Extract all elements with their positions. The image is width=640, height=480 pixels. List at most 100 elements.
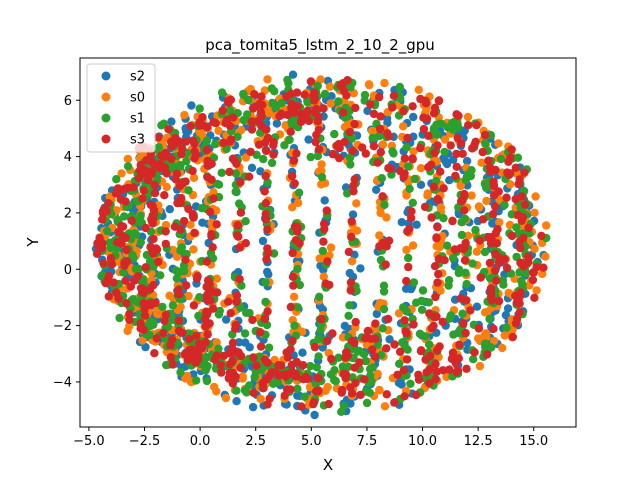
scatter-point	[369, 142, 379, 151]
scatter-point	[174, 316, 183, 325]
scatter-point	[261, 209, 270, 219]
scatter-point	[480, 339, 490, 349]
scatter-point	[194, 311, 203, 321]
scatter-point	[477, 158, 486, 167]
scatter-point	[403, 133, 412, 143]
scatter-point	[429, 182, 438, 192]
scatter-point	[489, 336, 499, 346]
scatter-point	[314, 352, 323, 361]
scatter-point	[225, 360, 235, 369]
scatter-point	[424, 163, 433, 172]
scatter-point	[461, 328, 470, 338]
scatter-point	[154, 143, 164, 152]
scatter-point	[288, 248, 297, 258]
scatter-point	[263, 75, 272, 84]
scatter-point	[182, 156, 191, 166]
scatter-point	[409, 278, 419, 287]
scatter-point	[224, 297, 233, 306]
scatter-point	[485, 314, 494, 324]
scatter-point	[346, 286, 355, 295]
scatter-point	[452, 368, 461, 377]
scatter-point	[467, 191, 476, 200]
scatter-point	[177, 150, 186, 159]
scatter-point	[512, 223, 521, 232]
scatter-point	[379, 281, 389, 290]
scatter-point	[310, 410, 319, 420]
scatter-point	[320, 89, 330, 99]
scatter-point	[115, 313, 124, 323]
scatter-point	[420, 202, 430, 212]
scatter-point	[325, 82, 335, 91]
scatter-point	[227, 344, 237, 353]
scatter-point	[282, 385, 292, 394]
scatter-point	[440, 147, 449, 157]
scatter-point	[134, 174, 144, 183]
scatter-point	[432, 367, 441, 376]
scatter-point	[395, 347, 405, 356]
scatter-point	[128, 250, 137, 260]
scatter-point	[376, 112, 385, 121]
scatter-point	[167, 141, 177, 151]
scatter-point	[93, 239, 102, 248]
scatter-point	[104, 271, 114, 281]
scatter-point	[123, 257, 132, 266]
chart-title: pca_tomita5_lstm_2_10_2_gpu	[205, 36, 435, 55]
scatter-point	[205, 319, 214, 328]
scatter-point	[421, 355, 430, 364]
scatter-point	[191, 358, 200, 367]
scatter-point	[346, 278, 356, 287]
scatter-point	[273, 370, 283, 379]
scatter-point	[474, 324, 484, 333]
scatter-point	[360, 375, 369, 384]
scatter-point	[395, 359, 404, 368]
scatter-point	[211, 140, 220, 149]
scatter-point	[218, 106, 227, 115]
scatter-point	[371, 334, 380, 343]
scatter-point	[369, 109, 379, 119]
scatter-point	[502, 263, 512, 273]
scatter-point	[486, 131, 496, 140]
scatter-point	[304, 135, 313, 144]
scatter-point	[186, 220, 195, 229]
scatter-point	[372, 309, 381, 319]
scatter-point	[319, 104, 328, 113]
scatter-point	[184, 291, 193, 301]
scatter-point	[338, 362, 347, 371]
scatter-point	[383, 314, 393, 324]
scatter-point	[188, 212, 198, 222]
scatter-point	[304, 116, 314, 126]
scatter-point	[314, 387, 323, 396]
scatter-point	[269, 150, 278, 159]
scatter-point	[444, 281, 453, 290]
scatter-point	[362, 340, 371, 349]
scatter-point	[448, 253, 458, 263]
scatter-point	[504, 288, 513, 298]
scatter-point	[478, 147, 487, 157]
scatter-point	[330, 129, 339, 139]
y-tick-label: 2	[64, 206, 72, 221]
y-tick-label: 0	[64, 263, 72, 278]
scatter-point	[181, 177, 190, 186]
scatter-point	[503, 304, 513, 313]
scatter-point	[141, 223, 150, 233]
scatter-point	[524, 223, 533, 233]
scatter-point	[403, 162, 413, 171]
scatter-point	[223, 96, 232, 106]
scatter-point	[494, 139, 503, 148]
scatter-point	[494, 258, 504, 268]
scatter-point	[288, 272, 298, 281]
legend-label: s3	[130, 133, 145, 148]
scatter-point	[198, 218, 207, 227]
scatter-point	[295, 239, 304, 248]
scatter-point	[231, 320, 241, 330]
scatter-point	[261, 278, 270, 287]
scatter-point	[468, 259, 477, 268]
scatter-point	[483, 307, 492, 317]
scatter-point	[402, 307, 411, 316]
scatter-point	[263, 225, 272, 234]
scatter-point	[122, 299, 131, 308]
scatter-point	[443, 241, 452, 250]
scatter-point	[280, 141, 289, 150]
scatter-point	[334, 97, 343, 106]
